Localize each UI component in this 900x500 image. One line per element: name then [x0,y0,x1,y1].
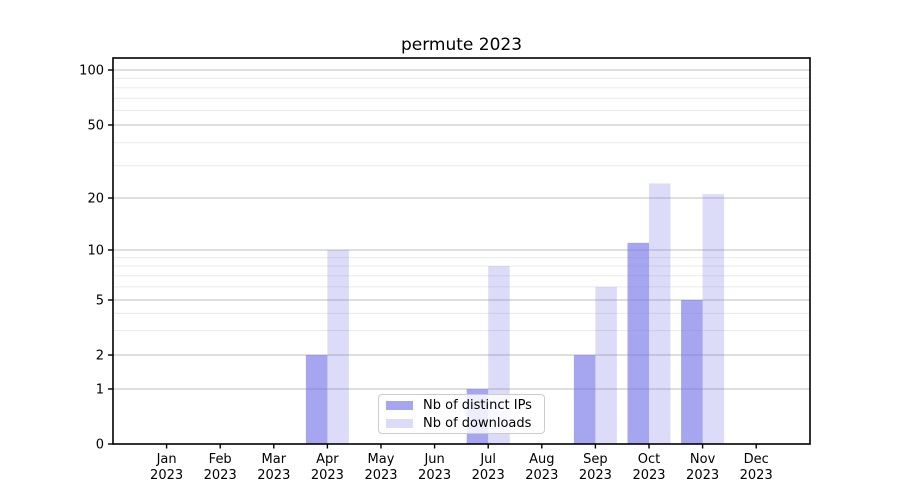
x-tick-label-year: 2023 [418,468,451,483]
x-tick-label-month: Sep [583,452,608,467]
bar [327,250,349,444]
x-tick-label-year: 2023 [579,468,612,483]
x-tick-label-month: Apr [316,452,339,467]
x-tick-label-month: Mar [262,452,287,467]
plot-spines [112,57,811,445]
minor-gridlines [113,77,810,332]
x-tick-label-month: Aug [529,452,554,467]
x-tick-label-year: 2023 [632,468,665,483]
bar [305,355,328,444]
bar [702,194,725,444]
legend: Nb of distinct IPs Nb of downloads [378,394,545,434]
x-tick-label-month: Oct [638,452,660,467]
x-tick-label-month: May [368,452,395,467]
y-tick-label: 0 [96,438,104,453]
bar [681,300,703,444]
y-tick-label: 50 [87,119,104,134]
x-tick-label-month: Feb [209,452,232,467]
legend-item-distinct-ips: Nb of distinct IPs [386,398,537,413]
x-tick-label-month: Nov [690,452,716,467]
x-tick-label-year: 2023 [686,468,719,483]
x-tick-label-year: 2023 [150,468,183,483]
y-tick-label: 5 [96,294,104,309]
x-tick-label-month: Jul [479,452,496,467]
bar [627,242,649,444]
x-axis: Jan2023Feb2023Mar2023Apr2023May2023Jun20… [150,444,773,483]
legend-swatch-downloads [386,418,413,428]
chart-title: permute 2023 [400,35,523,55]
bar [595,286,617,444]
y-tick-label: 2 [96,349,104,364]
x-tick-label-month: Dec [744,452,769,467]
x-tick-label-year: 2023 [525,468,558,483]
y-tick-label: 100 [79,64,104,79]
y-axis: 0 1 2 5 10 20 50 100 [79,64,113,453]
legend-swatch-distinct-ips [386,400,413,410]
x-tick-label-year: 2023 [204,468,237,483]
y-tick-label: 20 [87,192,104,207]
x-tick-label-year: 2023 [311,468,344,483]
x-tick-label-year: 2023 [257,468,290,483]
x-tick-label-year: 2023 [364,468,397,483]
x-tick-label-month: Jun [423,452,444,467]
x-tick-label-year: 2023 [472,468,505,483]
y-tick-label: 10 [87,244,104,259]
bar [573,355,596,444]
legend-label-distinct-ips: Nb of distinct IPs [423,397,532,413]
legend-item-downloads: Nb of downloads [386,416,537,431]
x-tick-label-month: Jan [156,452,177,467]
legend-label-downloads: Nb of downloads [423,415,532,431]
bar [649,183,671,445]
y-tick-label: 1 [96,383,104,398]
x-tick-label-year: 2023 [740,468,773,483]
